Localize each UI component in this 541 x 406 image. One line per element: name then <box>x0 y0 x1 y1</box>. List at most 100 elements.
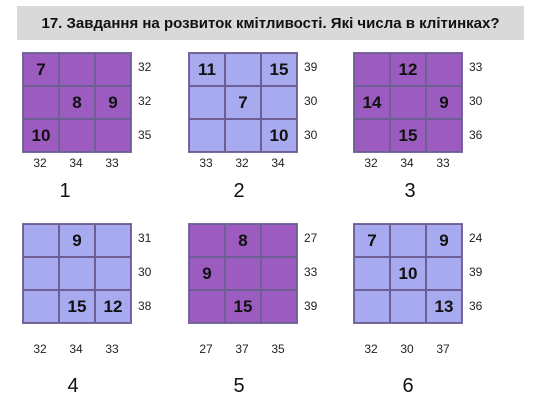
grid-cell <box>354 53 390 86</box>
grid-cell: 15 <box>225 290 261 323</box>
row-sum: 30 <box>304 94 318 108</box>
grid-cell <box>95 224 131 257</box>
grid-cell <box>390 224 426 257</box>
grid-cell: 7 <box>23 53 59 86</box>
grid-cell: 12 <box>390 53 426 86</box>
grid-cell: 10 <box>390 257 426 290</box>
grid-cell: 7 <box>354 224 390 257</box>
row-sum: 31 <box>138 231 152 245</box>
column-sum: 33 <box>199 156 213 170</box>
grid-cell <box>189 224 225 257</box>
number-grid: 9 15 12 <box>22 223 132 324</box>
grid-cell <box>390 290 426 323</box>
grid-cell <box>23 257 59 290</box>
column-sum: 33 <box>105 156 119 170</box>
grid-cell <box>261 257 297 290</box>
grid-cell: 9 <box>426 86 462 119</box>
row-sum: 27 <box>304 231 318 245</box>
grid-cell <box>23 224 59 257</box>
row-sum: 33 <box>469 60 483 74</box>
grid-cell: 13 <box>426 290 462 323</box>
grid-cell <box>426 53 462 86</box>
row-sum: 39 <box>469 265 483 279</box>
row-sum: 35 <box>138 128 152 142</box>
grid-cell <box>261 290 297 323</box>
grid-cell: 15 <box>261 53 297 86</box>
grid-cell: 8 <box>59 86 95 119</box>
grid-cell <box>426 257 462 290</box>
grid-cell: 14 <box>354 86 390 119</box>
grid-cell <box>95 257 131 290</box>
grid-cell <box>95 53 131 86</box>
row-sum: 30 <box>304 128 318 142</box>
number-grid: 7 8 9 10 <box>22 52 132 153</box>
puzzle-number-label: 1 <box>59 180 71 202</box>
grid-cell: 10 <box>23 119 59 152</box>
grid-cell <box>225 53 261 86</box>
column-sum: 34 <box>69 156 83 170</box>
grid-cell: 12 <box>95 290 131 323</box>
grid-cell: 10 <box>261 119 297 152</box>
row-sum: 36 <box>469 299 483 313</box>
row-sum: 33 <box>304 265 318 279</box>
column-sum: 37 <box>235 342 249 356</box>
column-sum: 27 <box>199 342 213 356</box>
grid-cell <box>59 53 95 86</box>
grid-cell: 15 <box>59 290 95 323</box>
column-sum: 32 <box>235 156 249 170</box>
grid-cell <box>59 119 95 152</box>
row-sum: 39 <box>304 60 318 74</box>
column-sum: 34 <box>69 342 83 356</box>
grid-cell <box>189 290 225 323</box>
row-sum: 36 <box>469 128 483 142</box>
grid-cell: 9 <box>189 257 225 290</box>
grid-cell <box>225 257 261 290</box>
column-sum: 32 <box>33 156 47 170</box>
grid-cell <box>225 119 261 152</box>
grid-cell: 9 <box>426 224 462 257</box>
row-sum: 32 <box>138 60 152 74</box>
column-sum: 34 <box>400 156 414 170</box>
grid-cell <box>426 119 462 152</box>
task-title: 17. Завдання на розвиток кмітливості. Як… <box>17 6 524 40</box>
number-grid: 11 15 7 10 <box>188 52 298 153</box>
grid-cell: 9 <box>59 224 95 257</box>
grid-cell <box>261 86 297 119</box>
grid-cell <box>354 257 390 290</box>
grid-cell <box>390 86 426 119</box>
puzzle-number-label: 3 <box>404 180 416 202</box>
row-sum: 32 <box>138 94 152 108</box>
column-sum: 33 <box>105 342 119 356</box>
grid-cell: 15 <box>390 119 426 152</box>
puzzle-number-label: 6 <box>402 375 414 397</box>
column-sum: 32 <box>364 342 378 356</box>
grid-cell: 8 <box>225 224 261 257</box>
puzzle-number-label: 2 <box>233 180 245 202</box>
grid-cell <box>23 86 59 119</box>
grid-cell <box>189 86 225 119</box>
grid-cell: 11 <box>189 53 225 86</box>
row-sum: 38 <box>138 299 152 313</box>
number-grid: 7 9 10 13 <box>353 223 463 324</box>
number-grid: 12 14 9 15 <box>353 52 463 153</box>
grid-cell <box>95 119 131 152</box>
column-sum: 33 <box>436 156 450 170</box>
grid-cell <box>59 257 95 290</box>
column-sum: 34 <box>271 156 285 170</box>
grid-cell: 7 <box>225 86 261 119</box>
grid-cell <box>354 290 390 323</box>
column-sum: 32 <box>364 156 378 170</box>
grid-cell <box>354 119 390 152</box>
row-sum: 30 <box>138 265 152 279</box>
puzzle-number-label: 4 <box>67 375 79 397</box>
column-sum: 30 <box>400 342 414 356</box>
row-sum: 39 <box>304 299 318 313</box>
column-sum: 35 <box>271 342 285 356</box>
column-sum: 37 <box>436 342 450 356</box>
row-sum: 24 <box>469 231 483 245</box>
column-sum: 32 <box>33 342 47 356</box>
row-sum: 30 <box>469 94 483 108</box>
grid-cell <box>261 224 297 257</box>
number-grid: 8 9 15 <box>188 223 298 324</box>
grid-cell <box>189 119 225 152</box>
